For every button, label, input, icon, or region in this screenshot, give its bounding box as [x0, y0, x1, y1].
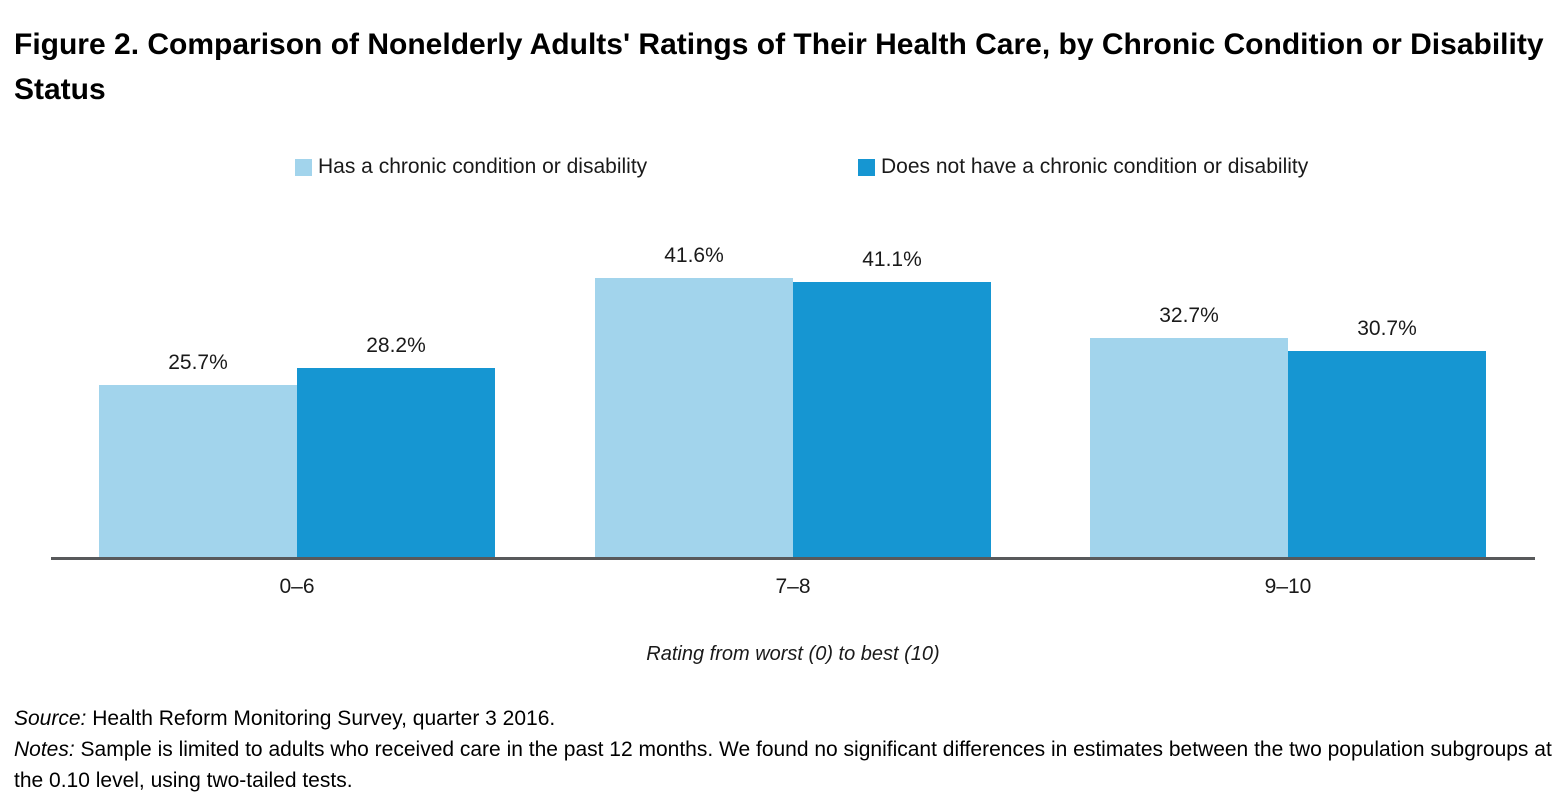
x-axis-category-label: 0–6: [279, 575, 315, 598]
notes-label: Notes:: [14, 738, 75, 761]
bar-value-label: 25.7%: [168, 351, 228, 374]
bar-no-chronic-0–6: [297, 368, 495, 557]
notes-note: Notes: Sample is limited to adults who r…: [14, 734, 1559, 796]
bar-wrap: 30.7%: [1288, 317, 1486, 557]
bar-value-label: 32.7%: [1159, 304, 1219, 327]
x-axis-category-label: 7–8: [775, 575, 811, 598]
legend-item-chronic: Has a chronic condition or disability: [295, 155, 647, 179]
x-axis-title: Rating from worst (0) to best (10): [646, 643, 940, 665]
x-axis-category-label: 9–10: [1264, 575, 1312, 598]
bar-wrap: 41.1%: [793, 248, 991, 557]
legend-swatch-light-blue: [295, 158, 312, 176]
bar-wrap: 41.6%: [595, 244, 793, 557]
notes-text: Sample is limited to adults who received…: [14, 738, 1552, 792]
source-label: Source:: [14, 707, 87, 730]
bar-group-0–6: 25.7% 28.2%: [99, 334, 495, 557]
bar-value-label: 28.2%: [366, 334, 426, 357]
source-text: Health Reform Monitoring Survey, quarter…: [86, 707, 556, 730]
bar-chronic-7–8: [595, 278, 793, 557]
bar-wrap: 28.2%: [297, 334, 495, 557]
bar-no-chronic-9–10: [1288, 351, 1486, 557]
legend-item-no-chronic: Does not have a chronic condition or dis…: [858, 155, 1308, 179]
legend-label-chronic: Has a chronic condition or disability: [318, 155, 648, 178]
bar-value-label: 41.6%: [664, 244, 724, 267]
plot-area: 25.7% 28.2% 0–6 41.6% 41.1% 7–8 32.7% 30.7% 9–10: [51, 180, 1535, 598]
bar-chronic-0–6: [99, 385, 297, 557]
figure-title: Figure 2. Comparison of Nonelderly Adult…: [14, 28, 1544, 106]
source-note: Source: Health Reform Monitoring Survey,…: [14, 703, 1559, 734]
bar-wrap: 25.7%: [99, 351, 297, 557]
bar-value-label: 41.1%: [862, 248, 922, 271]
bar-wrap: 32.7%: [1090, 304, 1288, 557]
bar-group-9–10: 32.7% 30.7%: [1090, 304, 1486, 557]
bar-group-7–8: 41.6% 41.1%: [595, 244, 991, 557]
legend-swatch-dark-blue: [858, 158, 875, 176]
legend-label-no-chronic: Does not have a chronic condition or dis…: [881, 155, 1309, 178]
bar-no-chronic-7–8: [793, 282, 991, 557]
bar-value-label: 30.7%: [1357, 317, 1417, 340]
bar-chronic-9–10: [1090, 338, 1288, 557]
